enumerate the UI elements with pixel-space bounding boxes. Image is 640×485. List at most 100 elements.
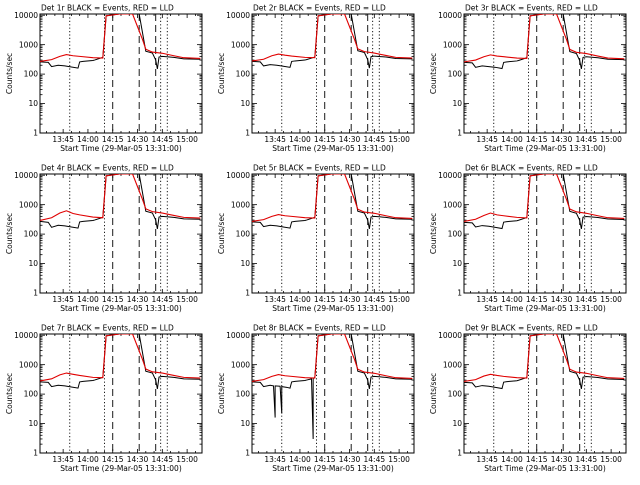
panel-title: Det 6r BLACK = Events, RED = LLD (465, 164, 598, 173)
y-tick-label: 10 (28, 419, 38, 428)
y-tick-label: 10000 (14, 11, 38, 20)
x-tick-label: 14:45 (152, 135, 174, 144)
y-axis-label: Counts/sec (217, 213, 226, 254)
panel-det-4r: Det 4r BLACK = Events, RED = LLD 1 10 100 10… (5, 164, 203, 313)
series-group (464, 14, 625, 70)
panel-title: Det 5r BLACK = Events, RED = LLD (253, 164, 386, 173)
lld-series-line (464, 334, 625, 382)
lld-series-line (252, 334, 413, 382)
lld-series-line (40, 14, 201, 62)
y-tick-label: 10 (240, 419, 250, 428)
y-tick-label: 1000 (443, 40, 462, 49)
series-group (464, 334, 625, 390)
panel-title: Det 2r BLACK = Events, RED = LLD (253, 4, 386, 13)
y-axis-label: Counts/sec (217, 373, 226, 414)
y-tick-label: 1 (457, 129, 462, 138)
y-tick-label: 1 (245, 289, 250, 298)
x-tick-label: 14:30 (551, 455, 573, 464)
y-tick-label: 1000 (231, 200, 250, 209)
plot-frame (463, 173, 627, 294)
x-tick-label: 14:45 (364, 455, 386, 464)
lld-series-line (464, 174, 625, 222)
y-tick-label: 1 (33, 289, 38, 298)
events-series-line (40, 14, 201, 70)
y-tick-label: 1 (245, 129, 250, 138)
x-tick-label: 14:15 (102, 455, 124, 464)
plot-frame (251, 173, 415, 294)
y-tick-label: 100 (448, 230, 463, 239)
y-axis-label: Counts/sec (429, 373, 438, 414)
series-group (40, 334, 201, 390)
y-tick-label: 100 (236, 390, 251, 399)
lld-series-line (252, 174, 413, 222)
x-tick-label: 14:15 (314, 135, 336, 144)
y-axis-label: Counts/sec (5, 373, 14, 414)
x-tick-label: 14:15 (314, 295, 336, 304)
y-tick-label: 10000 (438, 331, 462, 340)
x-tick-label: 13:45 (264, 135, 286, 144)
x-tick-label: 15:00 (388, 135, 410, 144)
x-tick-label: 15:00 (176, 295, 198, 304)
plot-frame (463, 13, 627, 134)
events-series-line (40, 174, 201, 230)
x-axis-label: Start Time (29-Mar-05 13:31:00) (272, 304, 394, 313)
x-tick-label: 14:00 (289, 455, 311, 464)
y-tick-label: 100 (236, 230, 251, 239)
y-tick-label: 10 (28, 99, 38, 108)
panel-det-5r: Det 5r BLACK = Events, RED = LLD 1 10 100 10… (217, 164, 415, 313)
x-tick-label: 14:15 (102, 135, 124, 144)
x-tick-label: 14:30 (339, 135, 361, 144)
x-axis-label: Start Time (29-Mar-05 13:31:00) (60, 304, 182, 313)
y-tick-label: 10000 (226, 331, 250, 340)
panel-det-1r: Det 1r BLACK = Events, RED = LLD 1 10 100 10… (5, 4, 203, 153)
y-tick-label: 1000 (443, 200, 462, 209)
x-tick-label: 14:00 (501, 135, 523, 144)
x-tick-label: 13:45 (264, 455, 286, 464)
x-tick-label: 15:00 (388, 455, 410, 464)
series-group (252, 14, 413, 69)
x-tick-label: 14:30 (551, 295, 573, 304)
y-tick-label: 1 (245, 449, 250, 458)
plot-frame (251, 13, 415, 134)
panel-title: Det 3r BLACK = Events, RED = LLD (465, 4, 598, 13)
x-tick-label: 14:15 (526, 135, 548, 144)
plot-frame (251, 333, 415, 454)
x-tick-label: 14:45 (576, 295, 598, 304)
y-tick-label: 100 (448, 70, 463, 79)
x-tick-label: 15:00 (176, 135, 198, 144)
events-series-line (464, 174, 625, 230)
x-tick-label: 13:45 (52, 455, 74, 464)
y-tick-label: 10000 (14, 331, 38, 340)
y-tick-label: 10000 (438, 171, 462, 180)
x-tick-label: 14:45 (364, 135, 386, 144)
events-series-line (252, 334, 413, 439)
x-tick-label: 14:45 (152, 455, 174, 464)
panel-det-9r: Det 9r BLACK = Events, RED = LLD 1 10 100 10… (429, 324, 627, 473)
panel-det-8r: Det 8r BLACK = Events, RED = LLD 1 10 100 10… (217, 324, 415, 473)
x-tick-label: 14:45 (152, 295, 174, 304)
x-tick-label: 14:15 (314, 455, 336, 464)
x-tick-label: 14:30 (127, 455, 149, 464)
y-tick-label: 1000 (443, 360, 462, 369)
x-tick-label: 15:00 (176, 455, 198, 464)
panel-det-7r: Det 7r BLACK = Events, RED = LLD 1 10 100 10… (5, 324, 203, 473)
y-axis-label: Counts/sec (429, 53, 438, 94)
x-tick-label: 14:00 (501, 455, 523, 464)
series-group (40, 14, 201, 70)
x-tick-label: 13:45 (52, 135, 74, 144)
x-tick-label: 14:30 (127, 295, 149, 304)
y-axis-label: Counts/sec (429, 213, 438, 254)
lld-series-line (40, 334, 201, 382)
plot-frame (39, 13, 203, 134)
panel-title: Det 1r BLACK = Events, RED = LLD (41, 4, 174, 13)
y-tick-label: 100 (24, 70, 39, 79)
events-series-line (252, 14, 413, 69)
y-tick-label: 1 (457, 289, 462, 298)
y-tick-label: 100 (24, 230, 39, 239)
y-tick-label: 10 (240, 99, 250, 108)
x-tick-label: 13:45 (476, 135, 498, 144)
events-series-line (40, 334, 201, 390)
y-tick-label: 1000 (19, 40, 38, 49)
x-tick-label: 14:45 (364, 295, 386, 304)
